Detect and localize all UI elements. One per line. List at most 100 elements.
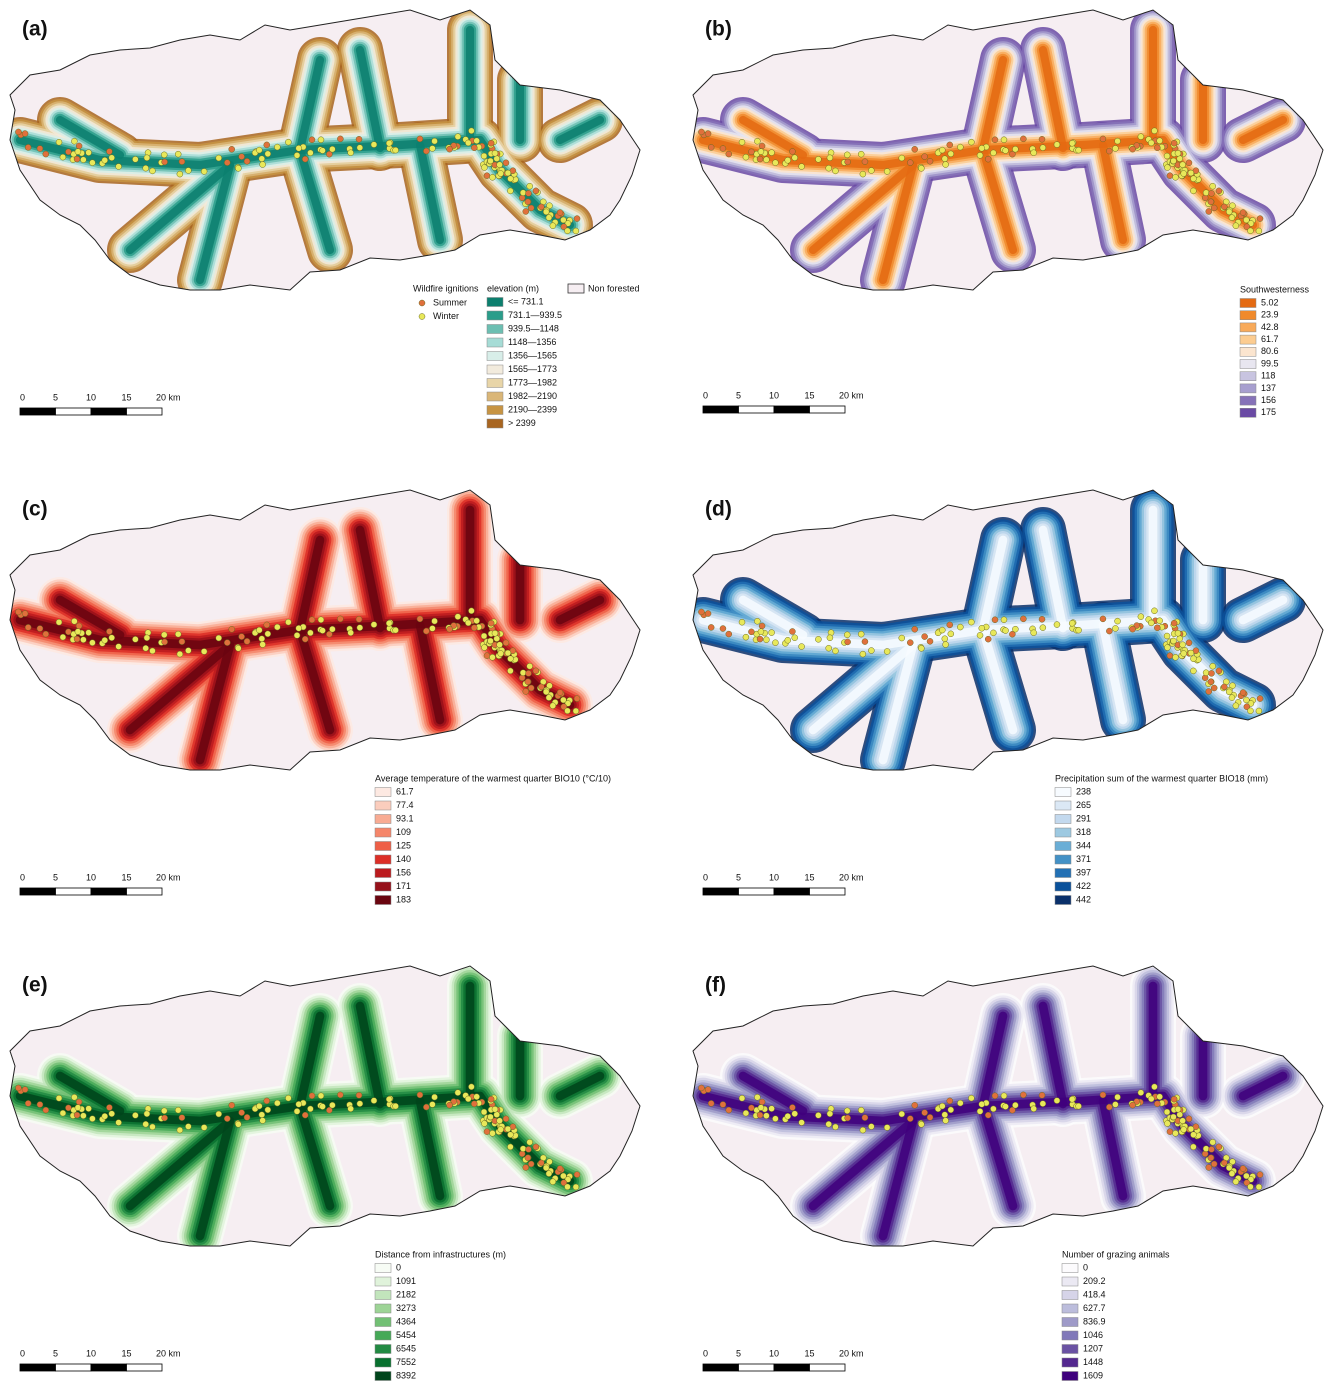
ignition-point (763, 636, 770, 643)
ignition-point (1151, 607, 1158, 615)
ignition-point (392, 146, 399, 154)
valley-band (1038, 525, 1068, 633)
valley-band (1098, 620, 1128, 725)
ignition-point (293, 152, 301, 159)
ignition-point (522, 688, 530, 695)
ignition-point (1030, 629, 1037, 637)
valley-band (195, 640, 235, 765)
ignition-point (73, 1111, 81, 1119)
scale-label: 20 km (156, 1348, 181, 1358)
ignition-point (174, 1106, 182, 1114)
ignition-point (329, 625, 336, 633)
ignition-point (907, 639, 914, 646)
ignition-point (1148, 1095, 1155, 1103)
panel-label: (c) (22, 498, 48, 521)
ignition-point (978, 145, 986, 152)
ignition-point (542, 208, 550, 216)
legend-label: 5454 (396, 1330, 416, 1340)
ignition-point (768, 1105, 775, 1112)
non-forested-swatch (567, 283, 585, 294)
ignition-point (176, 1126, 184, 1134)
ignition-point (757, 148, 765, 155)
ignition-point (546, 682, 553, 689)
ignition-point (65, 628, 72, 636)
scale-label: 0 (20, 1348, 25, 1358)
ignition-point (756, 155, 764, 163)
valley-band (355, 525, 385, 633)
ignition-point (480, 632, 488, 640)
ignition-point (59, 1109, 67, 1117)
ignition-point (947, 630, 955, 638)
ignition-point (1137, 613, 1145, 620)
ignition-point (698, 1084, 705, 1092)
ignition-point (285, 1094, 292, 1102)
ignition-point (1207, 1154, 1215, 1162)
ignition-point (108, 634, 115, 641)
ignition-point (1205, 1164, 1213, 1171)
ignition-point (754, 618, 761, 625)
ignition-point (59, 633, 67, 641)
scale-segment (738, 887, 775, 896)
ignition-point (319, 147, 326, 154)
ignition-point (1009, 1106, 1016, 1114)
ignition-point (1164, 164, 1171, 171)
legend-swatch (374, 1317, 392, 1327)
ignition-point (429, 145, 436, 152)
ignition-point (465, 619, 472, 627)
ignition-point (1202, 189, 1210, 196)
ignition-point (844, 638, 851, 646)
ignition-point (326, 150, 333, 158)
scale-segment (90, 407, 127, 416)
ignition-point (491, 1106, 499, 1113)
ignition-point (185, 1123, 192, 1130)
ignition-point (984, 155, 992, 163)
legend-swatch (1061, 1317, 1079, 1327)
ignition-point (274, 623, 281, 631)
legend-swatch (1054, 895, 1072, 905)
ignition-point (707, 144, 715, 151)
ignition-point (990, 1105, 997, 1113)
ignition-point (355, 1092, 363, 1099)
ignition-point (1239, 1165, 1247, 1172)
legend: Distance from infrastructures (m) 0 1091 21… (374, 1249, 506, 1381)
ignition-point (1190, 175, 1197, 182)
ignition-point (301, 1111, 309, 1119)
ignition-point (546, 1158, 553, 1165)
ignition-point (1179, 161, 1186, 168)
ignition-point (1154, 1100, 1161, 1108)
ignition-point (1039, 624, 1047, 631)
scale-label: 10 (86, 1348, 96, 1358)
ignition-point (1229, 202, 1236, 209)
map (9, 489, 641, 771)
ignition-point (259, 641, 266, 648)
ignition-point (725, 1106, 733, 1114)
ignition-point (1166, 652, 1174, 659)
ignition-point (742, 633, 750, 641)
ignition-point (911, 626, 918, 633)
ignition-point (481, 644, 488, 651)
legend-swatch (374, 814, 392, 824)
ignition-point (143, 634, 151, 642)
ignition-point (15, 1084, 22, 1092)
scale-label: 15 (121, 872, 131, 882)
ignition-point (519, 669, 527, 676)
scale-label: 15 (804, 390, 814, 400)
legend-swatch (374, 787, 392, 797)
ignition-point (235, 165, 242, 172)
ignition-point (538, 203, 545, 211)
ignition-point (1185, 639, 1193, 647)
ignition-point (698, 608, 705, 616)
ignition-point (754, 1094, 761, 1101)
ignition-point (355, 136, 363, 143)
ignition-point (941, 1111, 949, 1118)
ignition-point (560, 223, 568, 230)
legend-swatch (374, 1276, 392, 1287)
ignition-point (200, 1124, 208, 1131)
ignition-point (42, 1106, 50, 1114)
ignition-point (825, 1120, 832, 1128)
ignition-point (1099, 615, 1107, 623)
ignition-point (308, 1092, 316, 1100)
ignition-point (1190, 667, 1197, 675)
legend-swatch (1239, 383, 1257, 394)
